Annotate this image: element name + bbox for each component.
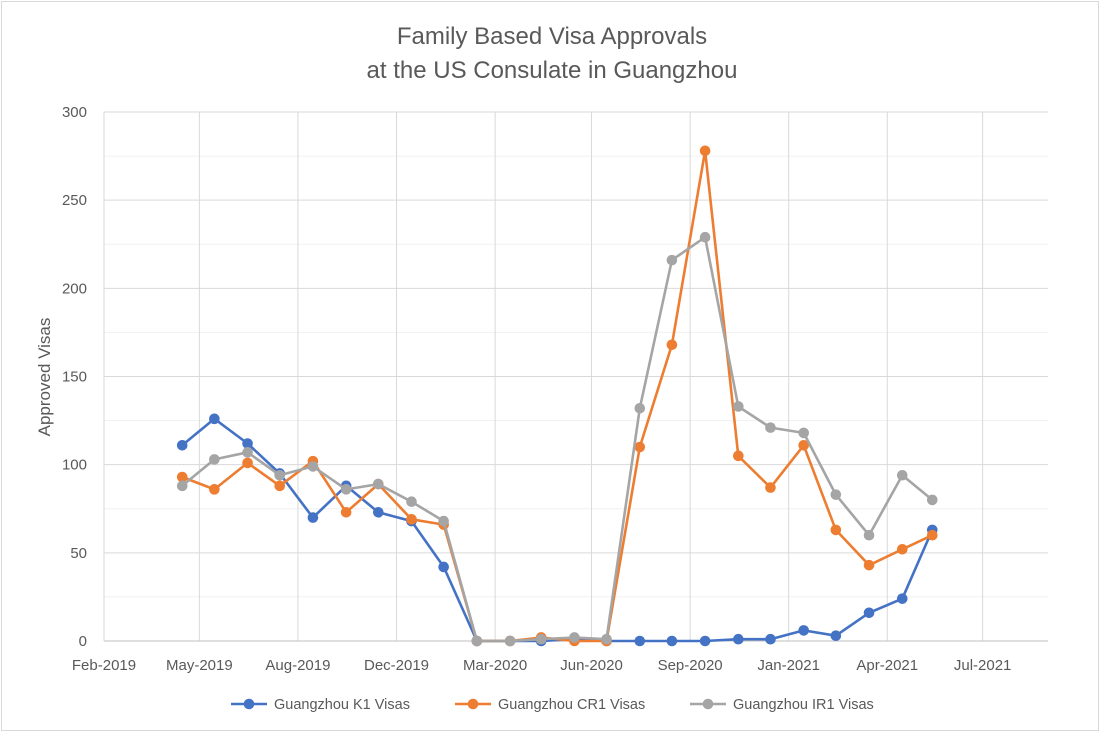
legend-marker (702, 698, 714, 710)
data-point (634, 402, 646, 414)
y-tick-label: 200 (62, 280, 87, 297)
data-point (242, 457, 253, 469)
data-point (733, 633, 744, 645)
data-point (307, 461, 319, 472)
data-point (340, 506, 352, 518)
data-point (699, 145, 711, 157)
data-point (926, 494, 938, 506)
data-point (242, 447, 253, 458)
data-point (830, 630, 842, 642)
data-point (666, 635, 678, 647)
x-tick-label: Mar-2020 (463, 657, 527, 674)
legend-marker (243, 698, 255, 710)
data-point (765, 482, 776, 493)
series-line (181, 149, 933, 643)
data-point (438, 561, 449, 573)
series-2 (176, 145, 938, 647)
series-lines (176, 145, 938, 647)
series-3 (176, 231, 938, 647)
x-tick-label: Jan-2021 (757, 657, 820, 674)
data-point (634, 635, 646, 647)
data-point (666, 254, 678, 266)
data-point (373, 478, 384, 490)
chart-title-line-2: at the US Consulate in Guangzhou (367, 57, 738, 84)
legend-item-3: Guangzhou IR1 Visas (690, 697, 874, 713)
data-point (601, 633, 612, 645)
data-point (798, 439, 809, 451)
data-point (896, 593, 908, 604)
data-point (504, 635, 516, 647)
data-point (406, 496, 417, 507)
chart-title-line-1: Family Based Visa Approvals (397, 23, 707, 50)
series-1 (176, 413, 938, 647)
y-tick-label: 50 (70, 545, 87, 562)
x-axis-tick-labels: Feb-2019 May-2019 Aug-2019 Dec-2019 Mar-2020… (72, 657, 1012, 674)
data-point (209, 484, 220, 495)
data-point (535, 633, 547, 645)
legend-label: Guangzhou IR1 Visas (733, 697, 874, 713)
legend-item-2: Guangzhou CR1 Visas (455, 697, 645, 713)
data-point (926, 529, 938, 541)
data-point (666, 339, 678, 351)
y-tick-label: 150 (62, 369, 87, 386)
data-point (176, 480, 188, 492)
y-tick-label: 100 (62, 457, 87, 474)
x-tick-label: Dec-2019 (364, 657, 429, 674)
data-point (176, 439, 188, 451)
legend: Guangzhou K1 Visas Guangzhou CR1 Visas Gua… (231, 697, 874, 713)
data-point (209, 413, 220, 425)
data-point (830, 524, 842, 536)
y-axis-tick-labels: 0 50 100 150 200 250 300 (62, 104, 87, 650)
gridlines (103, 111, 1048, 642)
data-point (274, 469, 286, 481)
data-point (863, 607, 875, 619)
x-tick-label: Aug-2019 (265, 657, 330, 674)
data-point (209, 454, 220, 465)
data-point (798, 427, 809, 439)
data-point (733, 450, 744, 462)
data-point (406, 514, 417, 525)
series-line (181, 235, 934, 643)
x-tick-label: Apr-2021 (856, 657, 918, 674)
data-point (340, 484, 352, 495)
x-tick-label: Jun-2020 (560, 657, 623, 674)
data-point (863, 559, 875, 571)
y-tick-label: 250 (62, 192, 87, 209)
data-point (274, 480, 286, 492)
y-axis-title: Approved Visas (35, 318, 54, 437)
data-point (765, 633, 776, 645)
data-point (569, 632, 580, 643)
data-point (896, 469, 908, 481)
y-tick-label: 0 (79, 633, 87, 650)
data-point (830, 489, 842, 500)
data-point (896, 544, 908, 555)
data-point (438, 515, 449, 527)
data-point (242, 438, 253, 449)
data-point (634, 441, 646, 453)
data-point (765, 422, 776, 433)
data-point (307, 512, 319, 523)
data-point (733, 401, 744, 412)
y-tick-label: 300 (62, 104, 87, 121)
legend-item-1: Guangzhou K1 Visas (231, 697, 410, 713)
x-tick-label: May-2019 (166, 657, 233, 674)
data-point (471, 635, 483, 647)
series-line (181, 417, 934, 643)
legend-label: Guangzhou K1 Visas (274, 697, 410, 713)
x-tick-label: Feb-2019 (72, 657, 136, 674)
data-point (699, 635, 711, 647)
data-point (699, 231, 711, 243)
data-point (798, 625, 809, 636)
legend-label: Guangzhou CR1 Visas (498, 697, 645, 713)
data-point (176, 471, 188, 483)
x-tick-label: Sep-2020 (658, 657, 723, 674)
data-point (373, 506, 384, 518)
legend-marker (467, 698, 479, 710)
data-point (863, 529, 875, 541)
x-tick-label: Jul-2021 (954, 657, 1012, 674)
